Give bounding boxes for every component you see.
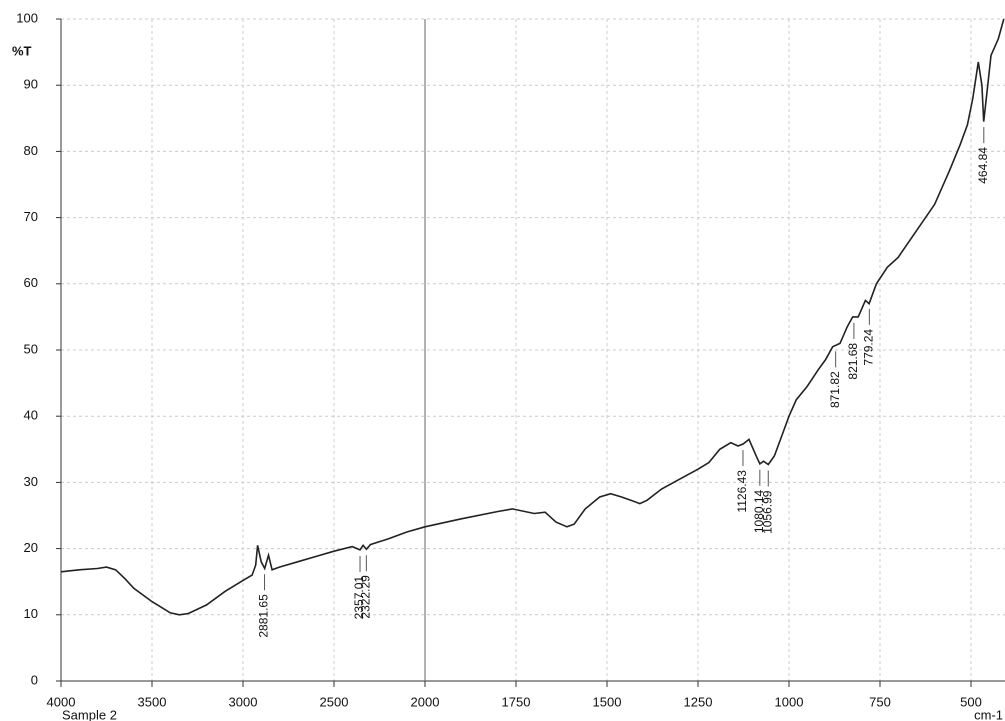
peak-label: 871.82 <box>828 371 842 408</box>
y-tick-label: 60 <box>24 275 38 290</box>
x-tick-label: 1000 <box>775 694 804 709</box>
peak-label: 1080.14 <box>752 489 766 533</box>
x-axis-label: cm-1 <box>974 707 1003 721</box>
x-tick-label: 2500 <box>320 694 349 709</box>
x-tick-label: 1250 <box>684 694 713 709</box>
peak-label: 2357.01 <box>352 576 366 620</box>
x-tick-label: 2000 <box>411 694 440 709</box>
x-tick-label: 1750 <box>502 694 531 709</box>
spectrum-line <box>60 18 1005 616</box>
x-tick-label: 3500 <box>138 694 167 709</box>
y-tick-label: 40 <box>24 408 38 423</box>
y-tick-label: 0 <box>31 672 38 687</box>
peak-label: 1056.99 <box>760 490 774 534</box>
peak-label: 821.68 <box>846 343 860 380</box>
x-tick-label: 750 <box>869 694 891 709</box>
x-tick-label: 3000 <box>229 694 258 709</box>
y-tick-label: 80 <box>24 143 38 158</box>
y-tick-label: 100 <box>16 10 38 25</box>
peak-label: 1126.43 <box>735 470 749 513</box>
x-tick-label: 500 <box>960 694 982 709</box>
sample-label: Sample 2 <box>62 707 117 721</box>
y-axis-label: %T <box>12 43 32 58</box>
x-tick-label: 1500 <box>593 694 622 709</box>
peak-label: 2322.29 <box>359 575 373 619</box>
y-tick-label: 30 <box>24 474 38 489</box>
y-tick-label: 90 <box>24 77 38 92</box>
peak-label: 779.24 <box>862 329 876 366</box>
x-tick-label: 4000 <box>47 694 76 709</box>
y-tick-label: 10 <box>24 606 38 621</box>
peak-label: 2881.65 <box>257 594 271 638</box>
y-tick-label: 50 <box>24 341 38 356</box>
y-tick-label: 70 <box>24 209 38 224</box>
peak-label: 464.84 <box>976 147 990 184</box>
y-tick-label: 20 <box>24 540 38 555</box>
